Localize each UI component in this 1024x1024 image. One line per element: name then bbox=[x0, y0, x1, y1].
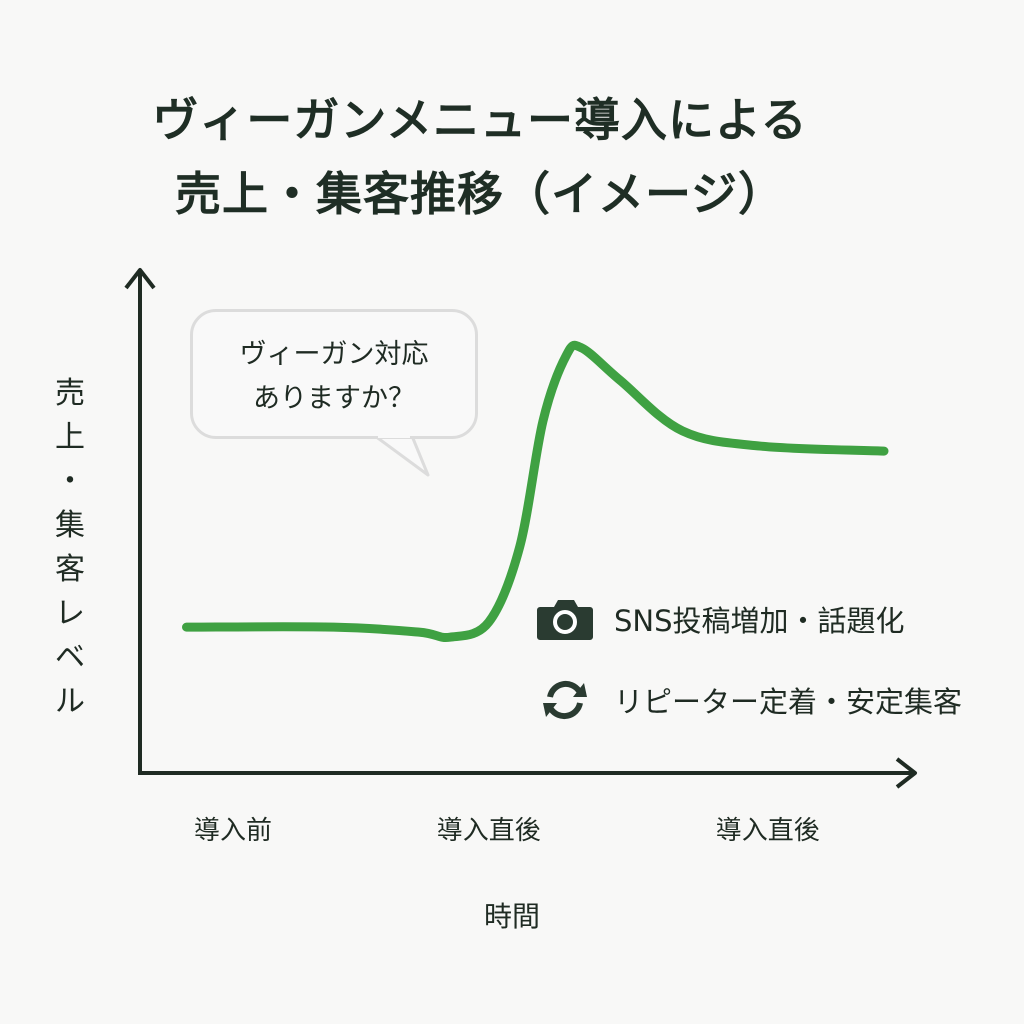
x-tick-label: 導入直後 bbox=[436, 816, 541, 846]
y-label-char: 上 bbox=[55, 420, 85, 455]
y-label-char: ・ bbox=[55, 464, 85, 499]
legend-label: SNS投稿増加・話題化 bbox=[614, 604, 905, 638]
chart-title-line-2: 売上・集客推移（イメージ） bbox=[174, 167, 786, 221]
chart-title-line-1: ヴィーガンメニュー導入による bbox=[152, 93, 808, 147]
y-axis bbox=[124, 268, 156, 773]
y-label-char: レ bbox=[55, 596, 85, 631]
speech-bubble: ヴィーガン対応 ありますか？ bbox=[190, 309, 478, 439]
x-axis bbox=[138, 757, 917, 789]
legend-label: リピーター定着・安定集客 bbox=[614, 685, 963, 719]
y-label-char: 売 bbox=[55, 376, 85, 411]
camera-icon bbox=[536, 597, 594, 641]
y-label-char: 客 bbox=[55, 552, 85, 587]
bubble-line-2: ありますか？ bbox=[253, 383, 415, 414]
y-label-char: ル bbox=[55, 684, 85, 719]
refresh-icon bbox=[536, 678, 594, 722]
legend-item-repeat: リピーター定着・安定集客 bbox=[536, 678, 962, 722]
x-tick-label: 導入直後 bbox=[715, 816, 820, 846]
speech-bubble-tail bbox=[373, 434, 430, 477]
y-axis-label: 売 上 ・ 集 客 レ ベ ル bbox=[50, 372, 90, 724]
bubble-line-1: ヴィーガン対応 bbox=[239, 339, 429, 370]
x-tick-label: 導入前 bbox=[193, 816, 273, 846]
y-label-char: 集 bbox=[55, 508, 85, 543]
x-axis-label: 時間 bbox=[483, 900, 541, 933]
series-line bbox=[182, 340, 889, 643]
y-label-char: ベ bbox=[55, 640, 85, 675]
legend-item-sns: SNS投稿増加・話題化 bbox=[536, 597, 905, 641]
